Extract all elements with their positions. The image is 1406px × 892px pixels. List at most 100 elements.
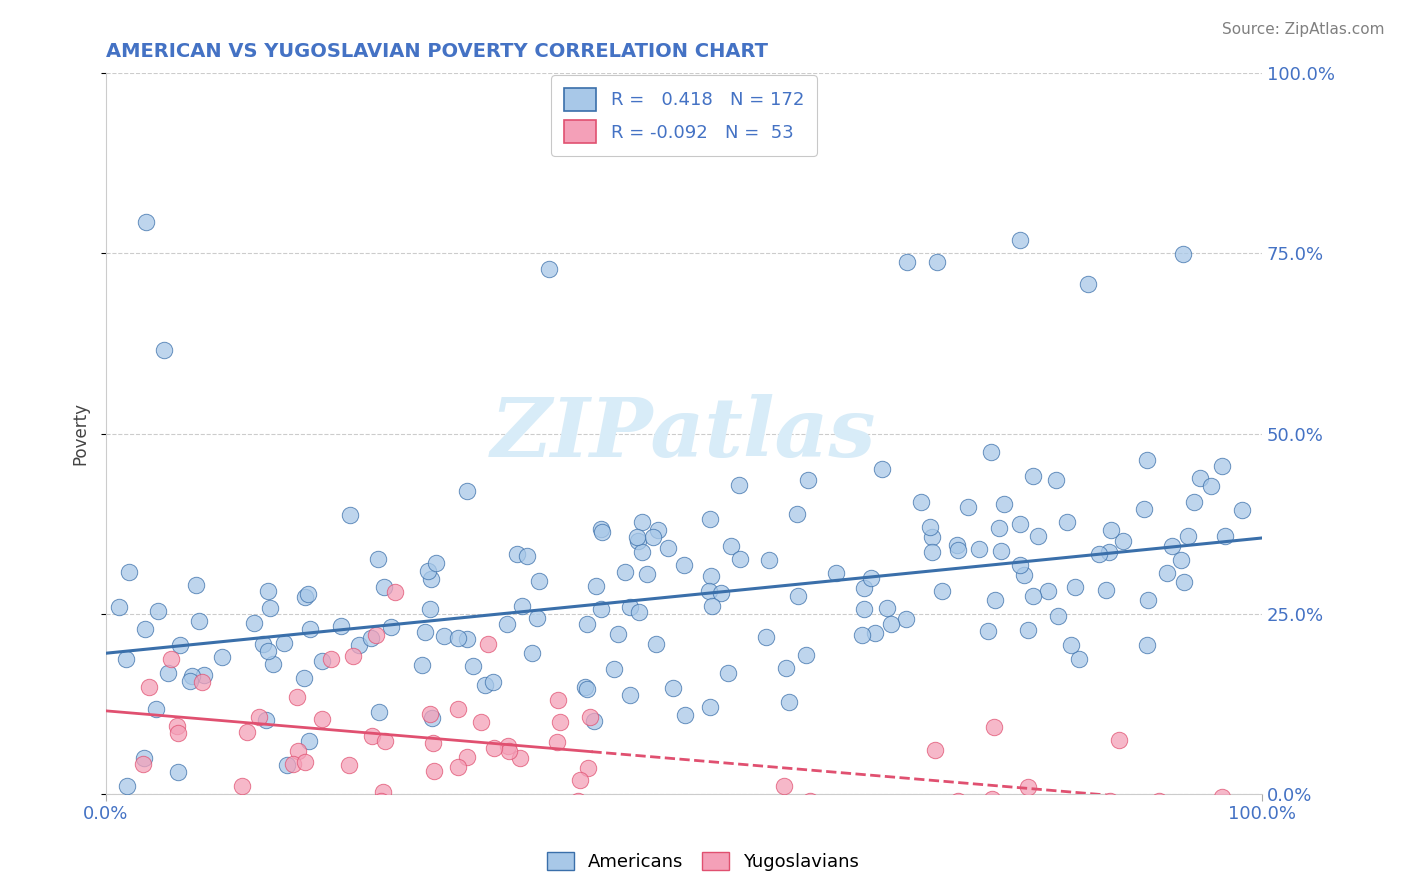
Point [330, 619, 353, 633]
Point [619, 599, 641, 614]
Point [786, 589, 808, 603]
Point [589, 522, 612, 536]
Point [131, 756, 153, 771]
Point [1010, 516, 1032, 531]
Point [990, 544, 1012, 558]
Text: AMERICAN VS YUGOSLAVIAN POVERTY CORRELATION CHART: AMERICAN VS YUGOSLAVIAN POVERTY CORRELAT… [105, 42, 768, 61]
Point [894, 612, 917, 626]
Point [370, 794, 392, 808]
Point [145, 702, 167, 716]
Point [516, 549, 538, 563]
Legend: R =   0.418   N = 172, R = -0.092   N =  53: R = 0.418 N = 172, R = -0.092 N = 53 [551, 75, 817, 156]
Point [1056, 515, 1078, 529]
Point [411, 658, 433, 673]
Point [114, 652, 136, 666]
Point [799, 794, 821, 808]
Point [859, 571, 882, 585]
Point [360, 730, 382, 744]
Point [1156, 566, 1178, 581]
Point [256, 644, 278, 658]
Point [720, 539, 742, 553]
Point [1136, 453, 1159, 467]
Point [413, 625, 436, 640]
Point [585, 579, 607, 593]
Point [273, 636, 295, 650]
Point [380, 620, 402, 634]
Point [794, 648, 817, 663]
Point [591, 602, 613, 616]
Point [297, 587, 319, 601]
Point [474, 678, 496, 692]
Point [243, 615, 266, 630]
Point [1026, 529, 1049, 543]
Point [509, 750, 531, 764]
Point [118, 566, 141, 580]
Point [423, 764, 446, 779]
Point [108, 600, 131, 615]
Point [876, 600, 898, 615]
Point [456, 483, 478, 498]
Point [298, 622, 321, 636]
Point [292, 671, 315, 685]
Point [880, 617, 903, 632]
Point [1111, 533, 1133, 548]
Point [115, 780, 138, 794]
Point [626, 534, 648, 549]
Point [1099, 794, 1122, 808]
Point [254, 713, 277, 727]
Point [166, 764, 188, 779]
Point [1021, 589, 1043, 603]
Point [1177, 529, 1199, 543]
Point [1182, 495, 1205, 509]
Point [662, 681, 685, 696]
Point [710, 586, 733, 600]
Point [1215, 529, 1237, 543]
Point [645, 637, 668, 651]
Text: Source: ZipAtlas.com: Source: ZipAtlas.com [1222, 22, 1385, 37]
Point [626, 531, 648, 545]
Point [576, 616, 599, 631]
Point [924, 742, 946, 756]
Point [484, 740, 506, 755]
Point [433, 629, 456, 643]
Y-axis label: Poverty: Poverty [72, 402, 89, 465]
Point [169, 638, 191, 652]
Point [134, 622, 156, 636]
Point [520, 647, 543, 661]
Point [311, 654, 333, 668]
Point [179, 673, 201, 688]
Point [231, 779, 253, 793]
Point [980, 792, 1002, 806]
Point [636, 567, 658, 582]
Point [921, 545, 943, 559]
Point [1230, 503, 1253, 517]
Point [576, 761, 599, 775]
Point [775, 660, 797, 674]
Point [447, 631, 470, 645]
Point [896, 255, 918, 269]
Point [993, 497, 1015, 511]
Point [294, 756, 316, 770]
Point [1047, 609, 1070, 624]
Point [160, 652, 183, 666]
Point [852, 602, 875, 616]
Point [419, 706, 441, 721]
Point [641, 530, 664, 544]
Point [152, 343, 174, 357]
Point [447, 760, 470, 774]
Point [247, 709, 270, 723]
Point [1045, 473, 1067, 487]
Point [1017, 623, 1039, 637]
Point [1036, 584, 1059, 599]
Point [647, 523, 669, 537]
Point [699, 699, 721, 714]
Point [281, 757, 304, 772]
Point [1199, 478, 1222, 492]
Point [360, 631, 382, 645]
Point [547, 693, 569, 707]
Point [921, 529, 943, 543]
Point [367, 552, 389, 566]
Point [579, 709, 602, 723]
Point [456, 632, 478, 647]
Point [311, 712, 333, 726]
